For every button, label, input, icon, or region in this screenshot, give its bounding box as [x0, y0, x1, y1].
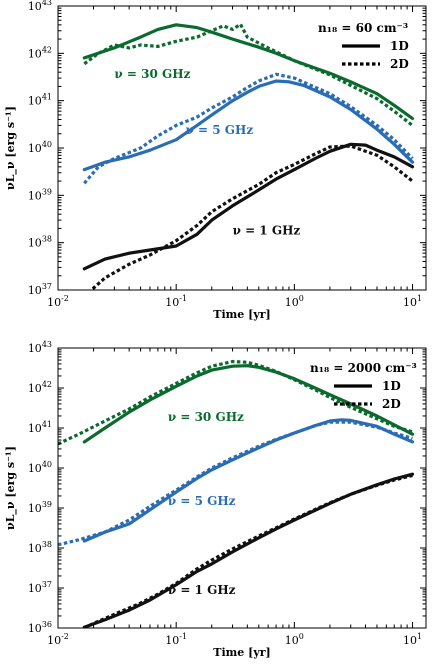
frequency-annotation: ν = 30 GHz	[114, 67, 190, 81]
legend-entry-label: 2D	[382, 397, 401, 411]
series-1ghz-1d	[82, 472, 415, 628]
y-tick-label: 1037	[28, 580, 52, 595]
plot-frame	[57, 347, 427, 629]
top-panel: 10-2 10-1 100 101 1037 1038 1039 1040 1041 1042 10…	[4, 0, 427, 321]
legend-entry-label: 1D	[390, 39, 409, 53]
series-5ghz-2d	[58, 420, 413, 547]
y-axis-label: νL_ν [erg s⁻¹]	[4, 446, 18, 530]
x-axis-label: Time [yr]	[213, 308, 270, 321]
legend-entry-label: 2D	[390, 57, 409, 71]
y-tick-label: 1041	[28, 93, 52, 108]
series-1ghz-1d	[82, 142, 415, 271]
x-tick-label: 101	[403, 294, 422, 309]
x-tick-label: 10-2	[47, 294, 69, 309]
series-5ghz-2d	[83, 72, 414, 185]
series-30ghz-1d	[82, 364, 415, 444]
y-tick-label: 1043	[28, 340, 52, 355]
y-tick-label: 1043	[28, 0, 52, 13]
y-tick-label: 1040	[28, 140, 52, 155]
y-axis-label: νL_ν [erg s⁻¹]	[4, 106, 18, 190]
legend-entry-label: 1D	[382, 379, 401, 393]
frequency-annotation: ν = 1 GHz	[233, 223, 301, 237]
y-tick-label: 1042	[28, 380, 52, 395]
series-30ghz-1d	[82, 23, 415, 121]
y-tick-label: 1039	[28, 500, 52, 515]
y-tick-label: 1041	[28, 420, 52, 435]
y-tick-label: 1040	[28, 460, 52, 475]
legend-title: n₁₈ = 60 cm⁻³	[318, 21, 408, 35]
y-tick-label: 1037	[28, 282, 52, 297]
series-5ghz-1d	[82, 418, 415, 543]
y-tick-label: 1042	[28, 45, 52, 60]
series-group	[58, 359, 415, 628]
x-tick-label: 10-1	[165, 632, 187, 647]
legend: n₁₈ = 60 cm⁻³ 1D 2D	[318, 21, 409, 71]
x-tick-label: 100	[285, 294, 304, 309]
frequency-annotation: ν = 5 GHz	[186, 123, 254, 137]
series-5ghz-1d	[82, 79, 415, 172]
series-1ghz-2d	[89, 144, 414, 290]
x-tick-label: 10-2	[47, 632, 69, 647]
frequency-annotation: ν = 30 GHz	[168, 410, 244, 424]
series-1ghz-2d	[83, 473, 413, 628]
y-tick-label: 1039	[28, 187, 52, 202]
x-axis-label: Time [yr]	[213, 646, 270, 659]
series-group	[82, 22, 415, 290]
bottom-panel: 10-2 10-1 100 101 1036 1037 1038 1039 1040 1041 10…	[4, 340, 427, 659]
y-tick-label: 1038	[28, 540, 52, 555]
y-tick-label: 1038	[28, 235, 52, 250]
x-tick-label: 100	[285, 632, 304, 647]
frequency-annotation: ν = 1 GHz	[168, 583, 236, 597]
frequency-annotation: ν = 5 GHz	[168, 494, 236, 508]
legend-title: n₁₈ = 2000 cm⁻³	[310, 361, 417, 375]
x-tick-label: 10-1	[165, 294, 187, 309]
x-tick-label: 101	[403, 632, 422, 647]
series-30ghz-2d	[58, 359, 413, 446]
y-tick-label: 1036	[28, 620, 52, 635]
legend: n₁₈ = 2000 cm⁻³ 1D 2D	[310, 361, 417, 411]
